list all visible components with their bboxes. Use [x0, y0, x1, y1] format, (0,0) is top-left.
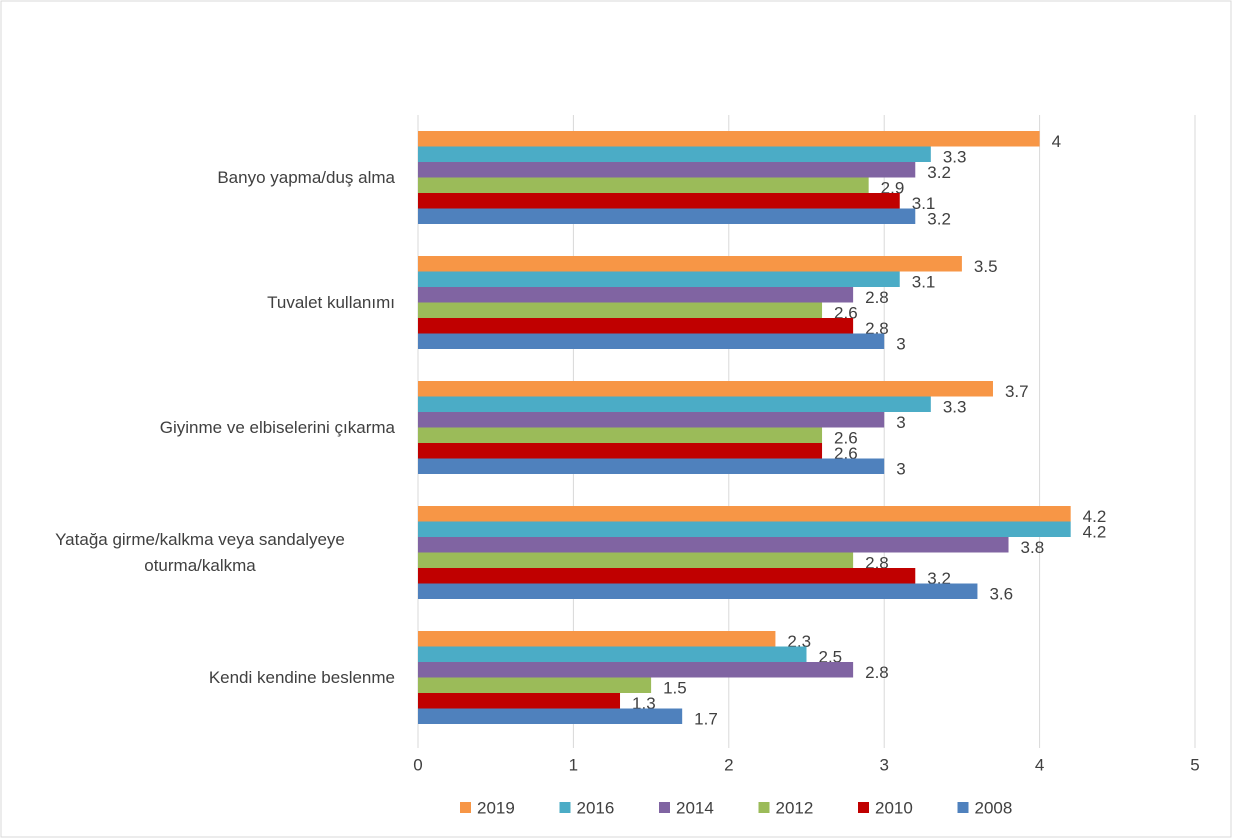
data-label: 2.8	[865, 319, 889, 338]
data-label: 1.5	[663, 679, 687, 698]
bar	[418, 208, 916, 224]
x-tick-label: 3	[879, 755, 888, 774]
bar	[418, 552, 854, 568]
bar	[418, 381, 993, 397]
legend-swatch	[758, 802, 770, 813]
bar	[418, 271, 900, 287]
category-label-box: Banyo yapma/duş alma	[5, 165, 395, 191]
y-tick-label: Tuvalet kullanımı	[267, 292, 395, 312]
bar	[418, 396, 931, 412]
bar	[418, 537, 1009, 553]
data-label: 2.8	[865, 663, 889, 682]
legend-label: 2014	[676, 798, 714, 817]
bar	[418, 146, 931, 162]
bar	[418, 131, 1040, 147]
data-label: 2.3	[787, 632, 811, 651]
data-label: 2.5	[819, 648, 843, 667]
x-tick-label: 2	[724, 755, 733, 774]
data-label: 4.2	[1083, 507, 1107, 526]
data-label: 2.8	[865, 554, 889, 573]
x-tick-label: 4	[1035, 755, 1044, 774]
data-label: 2.8	[865, 288, 889, 307]
legend-label: 2010	[875, 798, 913, 817]
data-label: 3.2	[927, 210, 951, 229]
y-tick-label: Giyinme ve elbiselerini çıkarma	[159, 417, 395, 437]
legend-label: 2016	[577, 798, 615, 817]
bar	[418, 662, 854, 678]
bar	[418, 677, 652, 693]
data-label: 3.3	[943, 398, 967, 417]
data-label: 2.6	[834, 304, 858, 323]
bar	[418, 412, 885, 428]
bar	[418, 302, 823, 318]
data-label: 1.3	[632, 694, 656, 713]
data-label: 1.7	[694, 710, 718, 729]
bar	[418, 193, 900, 209]
legend-swatch	[659, 802, 670, 813]
legend-swatch	[559, 802, 571, 813]
data-label: 3.6	[989, 585, 1013, 604]
x-tick-label: 5	[1190, 755, 1199, 774]
bar	[418, 631, 776, 647]
data-label: 4.2	[1083, 523, 1107, 542]
bar	[418, 318, 854, 334]
legend-label: 2008	[975, 798, 1013, 817]
bar	[418, 287, 854, 303]
bar	[418, 162, 916, 178]
bar	[418, 256, 962, 272]
data-label: 3	[896, 335, 905, 354]
bar	[418, 458, 885, 474]
data-label: 2.6	[834, 429, 858, 448]
bar	[418, 583, 978, 599]
data-label: 3	[896, 460, 905, 479]
data-label: 3.5	[974, 257, 998, 276]
bar	[418, 568, 916, 584]
bar	[418, 693, 621, 709]
data-label: 3.2	[927, 163, 951, 182]
data-label: 4	[1052, 132, 1061, 151]
legend-swatch	[460, 802, 471, 813]
bar	[418, 333, 885, 349]
bar	[418, 427, 823, 443]
y-tick-label: Kendi kendine beslenme	[208, 667, 395, 687]
category-label-box: Giyinme ve elbiselerini çıkarma	[5, 415, 395, 441]
data-label: 2.6	[834, 444, 858, 463]
legend-label: 2019	[477, 798, 515, 817]
legend-swatch	[957, 802, 969, 813]
bar	[418, 177, 869, 193]
bar	[418, 521, 1071, 537]
legend-swatch	[858, 802, 869, 813]
x-tick-label: 0	[413, 755, 422, 774]
data-label: 2.9	[881, 179, 905, 198]
data-label: 3	[896, 413, 905, 432]
data-label: 3.2	[927, 569, 951, 588]
x-tick-label: 1	[569, 755, 578, 774]
data-label: 3.1	[912, 194, 936, 213]
bar	[418, 506, 1071, 522]
bar	[418, 708, 683, 724]
bar	[418, 443, 823, 459]
y-tick-label: Banyo yapma/duş alma	[217, 167, 395, 187]
category-label-box: Yatağa girme/kalkma veya sandalyeye otur…	[5, 527, 395, 579]
bar	[418, 646, 807, 662]
data-label: 3.3	[943, 148, 967, 167]
category-label-box: Tuvalet kullanımı	[5, 290, 395, 316]
data-label: 3.8	[1021, 538, 1045, 557]
legend-label: 2012	[776, 798, 814, 817]
data-label: 3.7	[1005, 382, 1029, 401]
y-tick-label: Yatağa girme/kalkma veya sandalyeye otur…	[55, 529, 345, 575]
category-label-box: Kendi kendine beslenme	[5, 665, 395, 691]
data-label: 3.1	[912, 273, 936, 292]
